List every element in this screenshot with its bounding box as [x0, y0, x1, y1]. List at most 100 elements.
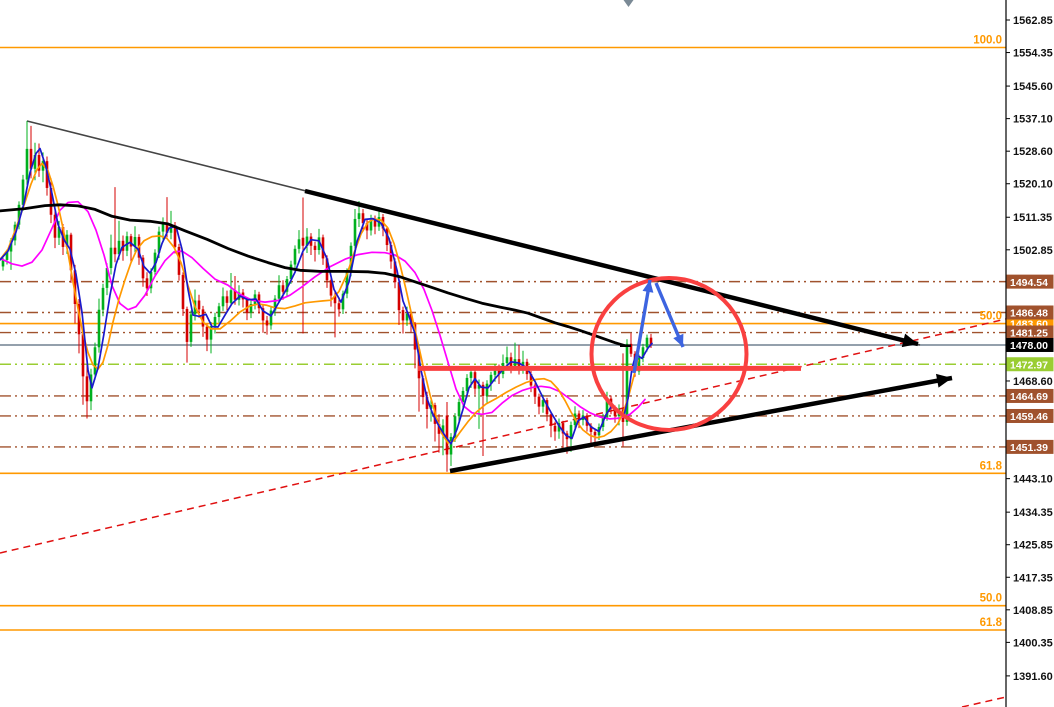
- candle: [189, 310, 193, 347]
- candle: [337, 297, 341, 317]
- candle-body: [273, 298, 277, 311]
- candle-body: [281, 285, 285, 292]
- candle: [113, 187, 117, 263]
- candle-body: [113, 247, 117, 255]
- candle-body: [25, 148, 29, 180]
- candle: [129, 233, 133, 262]
- candle-body: [177, 246, 181, 275]
- candle-body: [645, 337, 649, 348]
- apex-circle-annotation[interactable]: [589, 276, 749, 432]
- fib-level-label: 100.0: [973, 34, 1002, 46]
- candle-body: [577, 413, 581, 421]
- candle-body: [225, 296, 229, 303]
- upper-wedge-arrow[interactable]: [304, 188, 919, 347]
- scroll-marker-icon[interactable]: [623, 0, 634, 7]
- candle-body: [161, 223, 165, 232]
- candle-body: [65, 234, 69, 247]
- candle: [549, 411, 553, 438]
- candle-body: [353, 218, 357, 246]
- candle-body: [561, 423, 565, 434]
- price-level-label: 1451.39: [1010, 442, 1048, 454]
- candle-body: [153, 252, 157, 272]
- candle-body: [181, 274, 185, 309]
- candle-body: [557, 423, 561, 432]
- candle-body: [105, 267, 109, 288]
- candle-body: [549, 414, 553, 426]
- candle-body: [301, 237, 305, 246]
- candle-body: [89, 374, 93, 402]
- candle-body: [33, 155, 37, 169]
- price-tick-label: 1408.85: [1013, 605, 1053, 617]
- candle-body: [73, 270, 77, 304]
- candle: [385, 226, 389, 252]
- candle: [641, 343, 645, 363]
- candle-body: [485, 383, 489, 396]
- candle-body: [437, 423, 441, 434]
- candle: [77, 299, 81, 354]
- price-tick-label: 1502.85: [1013, 245, 1053, 257]
- candle: [537, 393, 541, 415]
- price-tick-label: 1417.35: [1013, 572, 1053, 584]
- candle-body: [649, 337, 653, 345]
- candle-body: [21, 179, 25, 205]
- candle: [97, 298, 101, 353]
- price-level-badge: [1006, 388, 1054, 403]
- candle-body: [613, 408, 617, 417]
- price-level-label: 1481.25: [1010, 328, 1048, 340]
- candle-body: [489, 374, 493, 384]
- price-tick-label: 1468.60: [1013, 376, 1053, 388]
- price-level-badge: [1006, 439, 1054, 454]
- blue-arrow-up[interactable]: [632, 279, 652, 374]
- candle: [109, 234, 113, 275]
- candle-body: [545, 400, 549, 415]
- candle: [265, 315, 269, 335]
- candle: [81, 331, 85, 405]
- candle: [353, 209, 357, 251]
- candle: [101, 283, 105, 317]
- candle-body: [133, 236, 137, 247]
- candle-body: [249, 303, 253, 313]
- candle: [625, 339, 629, 426]
- candle-body: [157, 231, 161, 253]
- candle: [445, 402, 449, 472]
- rising-red-dashed[interactable]: [0, 318, 1007, 554]
- candle: [93, 342, 97, 380]
- candle-body: [457, 402, 461, 417]
- candle-body: [293, 248, 297, 265]
- candle-body: [641, 347, 645, 358]
- price-axis-background[interactable]: [1006, 0, 1054, 707]
- corner-red-dashed[interactable]: [961, 696, 1007, 707]
- ma-fast-blue: [0, 147, 653, 445]
- candle-body: [365, 223, 369, 231]
- candle: [401, 306, 405, 334]
- candle-body: [517, 359, 521, 370]
- price-tick-label: 1537.10: [1013, 114, 1053, 126]
- candle-body: [17, 204, 21, 225]
- candle-body: [425, 397, 429, 409]
- price-tick-label: 1520.10: [1013, 179, 1053, 191]
- blue-arrow-up-head: [642, 280, 654, 293]
- candle-body: [77, 303, 81, 335]
- candle: [217, 302, 221, 323]
- price-tick-label: 1511.35: [1013, 212, 1052, 224]
- candle-body: [265, 320, 269, 326]
- candle: [225, 290, 229, 311]
- candle-body: [53, 214, 57, 238]
- candle-body: [221, 296, 225, 307]
- candle-body: [149, 271, 153, 289]
- candle-body: [533, 385, 537, 397]
- candle-body: [357, 213, 361, 219]
- candle: [593, 428, 597, 444]
- blue-arrow-down-head: [673, 333, 684, 347]
- candle: [561, 420, 565, 449]
- candle-body: [289, 264, 293, 280]
- candle-body: [477, 384, 481, 389]
- candle-body: [349, 245, 353, 273]
- price-tick-label: 1425.85: [1013, 540, 1053, 552]
- candle-body: [481, 384, 485, 396]
- candle-body: [97, 309, 101, 348]
- candle: [89, 368, 93, 411]
- candle: [441, 419, 445, 456]
